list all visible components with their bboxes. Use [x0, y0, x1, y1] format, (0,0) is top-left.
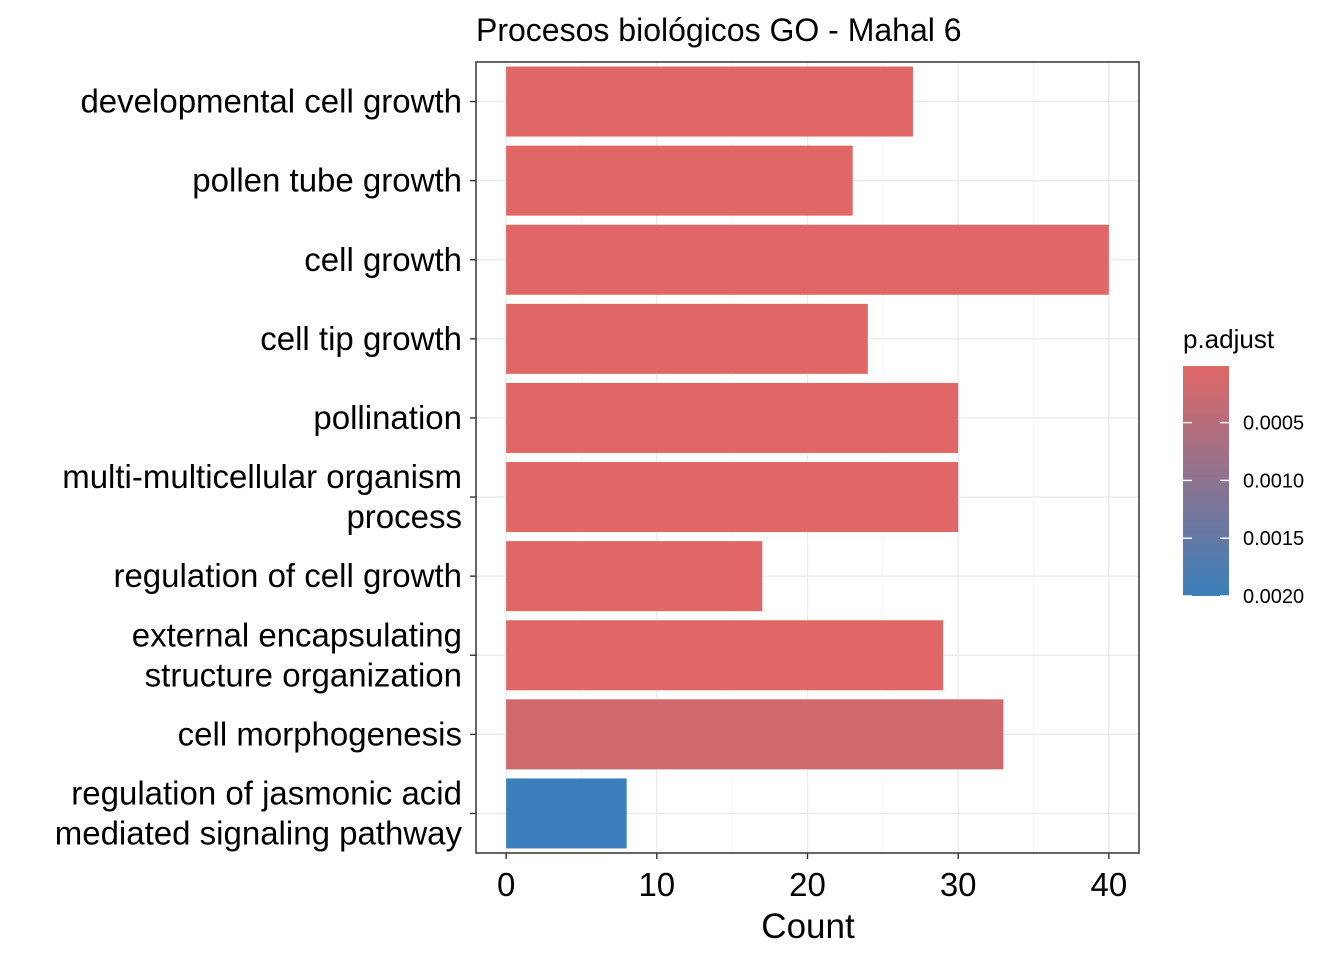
bar: [506, 699, 1004, 770]
x-tick-label: 30: [940, 866, 977, 903]
bar: [506, 66, 913, 137]
x-tick-label: 0: [497, 866, 515, 903]
bar: [506, 224, 1109, 295]
y-tick-label: regulation of cell growth: [113, 557, 462, 594]
colorbar-tick-label: 0.0020: [1243, 586, 1304, 608]
bar: [506, 620, 944, 691]
legend-title: p.adjust: [1183, 324, 1275, 354]
bars: [506, 66, 1109, 849]
y-tick-label: multi-multicellular organism: [62, 458, 462, 495]
y-tick-label: cell tip growth: [260, 320, 462, 357]
bar: [506, 541, 763, 612]
bar: [506, 382, 959, 453]
x-axis: 0 10 20 30 40: [497, 853, 1127, 903]
colorbar-tick-label: 0.0010: [1243, 470, 1304, 492]
y-tick-label: cell growth: [304, 241, 462, 278]
x-axis-title: Count: [761, 907, 855, 946]
bar: [506, 303, 868, 374]
y-tick-label: regulation of jasmonic acid: [71, 774, 462, 811]
bar: [506, 778, 627, 849]
y-axis: developmental cell growth pollen tube gro…: [55, 83, 476, 851]
y-tick-label: mediated signaling pathway: [55, 814, 463, 851]
chart-title: Procesos biológicos GO - Mahal 6: [476, 12, 962, 48]
y-tick-label: pollen tube growth: [192, 162, 462, 199]
y-tick-label: pollination: [313, 399, 462, 436]
x-tick-label: 40: [1091, 866, 1128, 903]
y-tick-label: process: [346, 498, 462, 535]
colorbar-tick-label: 0.0005: [1243, 413, 1304, 435]
y-tick-label: structure organization: [145, 656, 462, 693]
y-tick-label: external encapsulating: [132, 616, 462, 653]
colorbar-legend: p.adjust 0.0005 0.0010 0.0015 0.0020: [1183, 324, 1304, 608]
bar: [506, 145, 853, 216]
y-tick-label: cell morphogenesis: [178, 715, 462, 752]
x-tick-label: 10: [638, 866, 675, 903]
bar: [506, 462, 959, 533]
y-tick-label: developmental cell growth: [80, 83, 462, 120]
x-tick-label: 20: [789, 866, 826, 903]
colorbar-tick-label: 0.0015: [1243, 528, 1304, 550]
